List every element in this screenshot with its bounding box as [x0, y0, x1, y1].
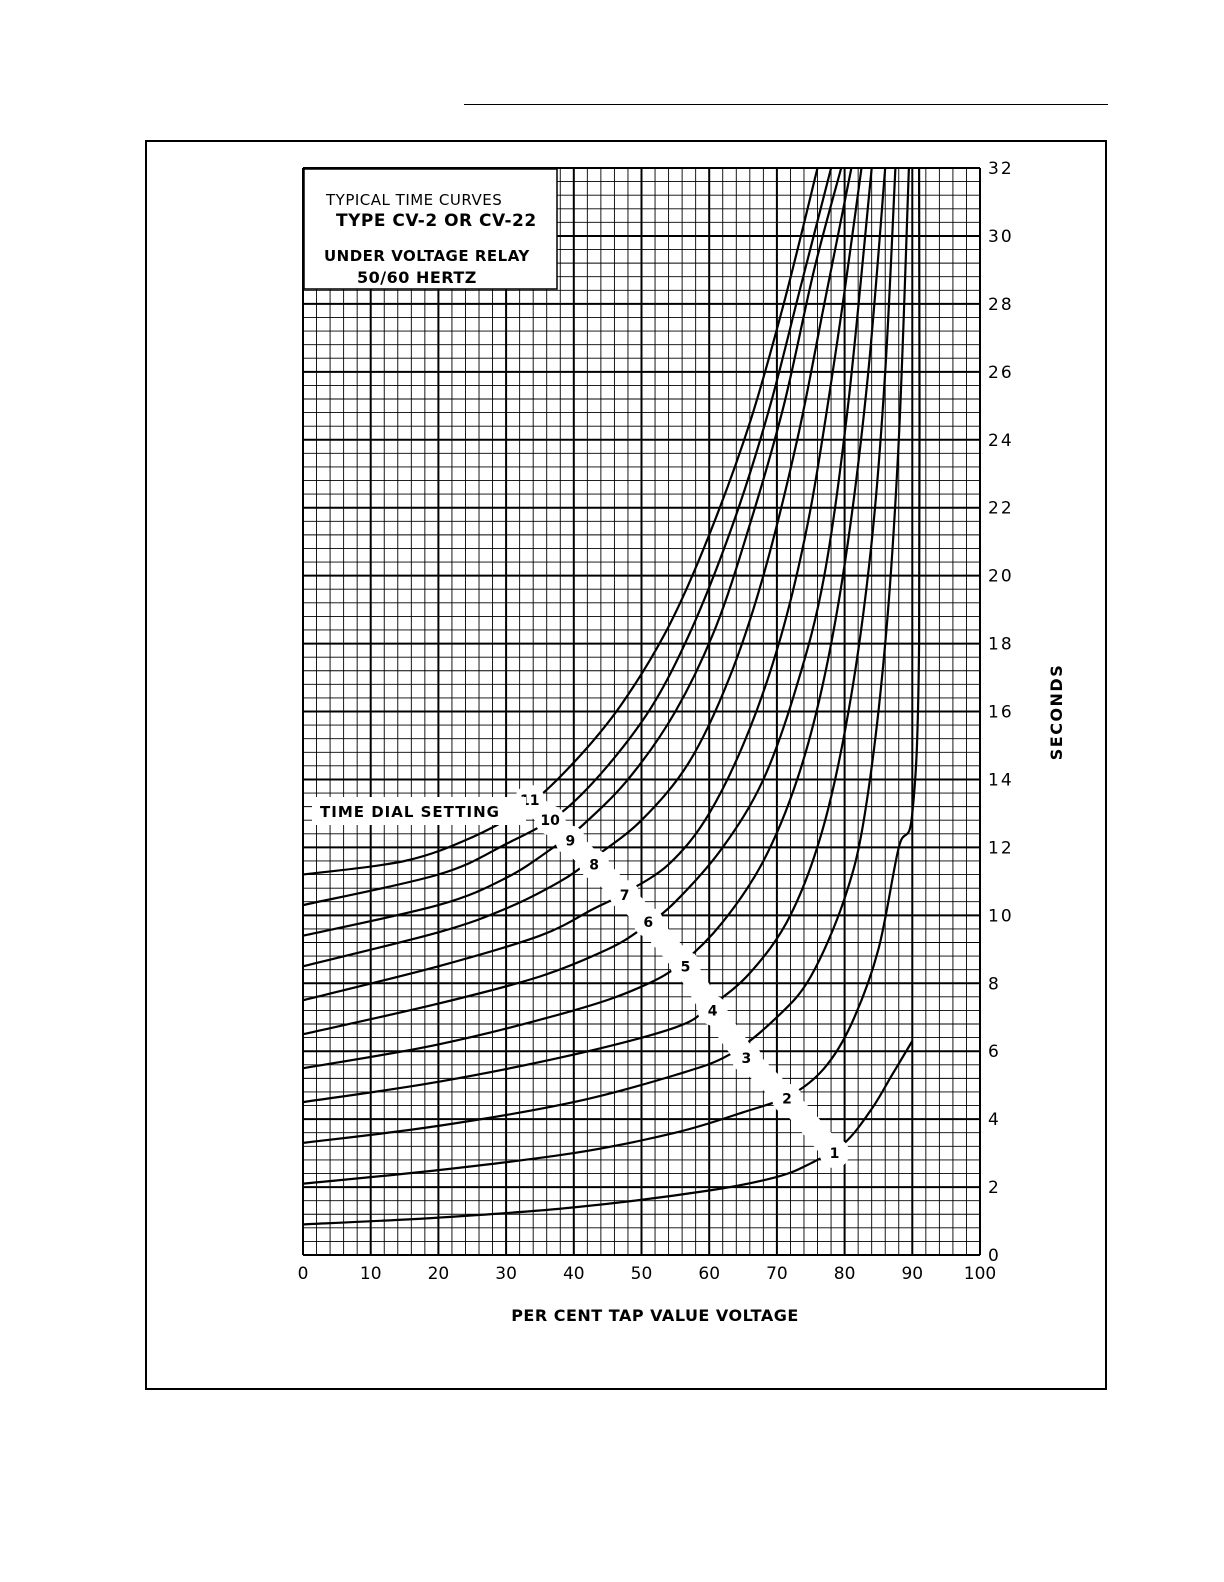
curve-dial-6 — [302, 167, 873, 1036]
curve-dial-8 — [302, 167, 853, 968]
y-tick-label: 26 — [988, 363, 1014, 383]
x-tick-label: 30 — [495, 1264, 517, 1284]
x-tick-label: 70 — [766, 1264, 788, 1284]
curve-dial-5 — [302, 167, 887, 1070]
x-tick-label: 60 — [698, 1264, 720, 1284]
x-axis-title: PER CENT TAP VALUE VOLTAGE — [511, 1306, 799, 1325]
figure-frame — [145, 140, 1107, 1390]
curve-dial-9 — [302, 167, 843, 937]
y-tick-label: 6 — [988, 1042, 1001, 1062]
curve-label-1: 1 — [830, 1146, 840, 1162]
x-tick-label: 90 — [901, 1264, 923, 1284]
curve-label-3: 3 — [742, 1051, 752, 1067]
curve-label-5: 5 — [681, 959, 691, 975]
y-tick-label: 22 — [988, 499, 1014, 519]
x-tick-label: 80 — [834, 1264, 856, 1284]
y-tick-label: 18 — [988, 635, 1014, 655]
curve-dial-4 — [302, 167, 897, 1104]
label-band-segment — [518, 788, 562, 832]
x-tick-label: 20 — [428, 1264, 450, 1284]
x-tick-label: 100 — [964, 1264, 996, 1284]
y-tick-label: 14 — [988, 770, 1014, 790]
title-box: TYPICAL TIME CURVES TYPE CV-2 OR CV-22 UND… — [303, 168, 558, 290]
x-tick-label: 50 — [631, 1264, 653, 1284]
curve-label-8: 8 — [589, 857, 599, 873]
y-tick-label: 0 — [988, 1246, 1001, 1266]
title-box-frame — [303, 168, 558, 290]
y-tick-label: 8 — [988, 974, 1001, 994]
curve-dial-1 — [302, 1040, 914, 1226]
axes: 0 10 20 30 40 50 60 70 80 90 100024681012141618202… — [298, 159, 1066, 1325]
curve-dial-11 — [302, 167, 819, 876]
y-tick-label: 32 — [988, 159, 1014, 179]
curve-dial-10 — [302, 167, 833, 907]
y-tick-label: 16 — [988, 703, 1014, 723]
curve-label-4: 4 — [708, 1003, 718, 1019]
curve-label-2: 2 — [782, 1092, 792, 1108]
y-tick-label: 4 — [988, 1110, 1001, 1130]
y-tick-label: 2 — [988, 1178, 1001, 1198]
title-line-2: TYPE CV-2 OR CV-22 — [336, 211, 537, 231]
curve-dial-3 — [302, 167, 910, 1144]
y-tick-label: 28 — [988, 295, 1014, 315]
y-tick-label: 30 — [988, 227, 1014, 247]
annotation-backdrop — [312, 797, 526, 825]
curve-label-9: 9 — [566, 834, 576, 850]
curve-dial-2 — [302, 167, 921, 1185]
x-tick-label: 10 — [360, 1264, 382, 1284]
y-tick-label: 10 — [988, 906, 1014, 926]
title-line-4: 50/60 HERTZ — [357, 268, 477, 287]
time-dial-setting-label: TIME DIAL SETTING — [320, 803, 500, 821]
title-line-1: TYPICAL TIME CURVES — [325, 191, 502, 209]
time-dial-annotation: TIME DIAL SETTING — [312, 797, 526, 825]
x-tick-label: 40 — [563, 1264, 585, 1284]
top-rule — [464, 104, 1108, 105]
y-axis-title: SECONDS — [1047, 664, 1066, 761]
curve-label-10: 10 — [540, 813, 560, 829]
time-curves — [302, 167, 921, 1226]
curve-label-7: 7 — [620, 888, 630, 904]
y-tick-label: 12 — [988, 838, 1014, 858]
curve-label-6: 6 — [643, 915, 653, 931]
curve-dial-7 — [302, 167, 863, 1002]
y-tick-label: 24 — [988, 431, 1014, 451]
title-line-3: UNDER VOLTAGE RELAY — [324, 247, 530, 265]
label-band-segment — [776, 1087, 846, 1165]
x-tick-label: 0 — [298, 1264, 309, 1284]
y-tick-label: 20 — [988, 567, 1014, 587]
